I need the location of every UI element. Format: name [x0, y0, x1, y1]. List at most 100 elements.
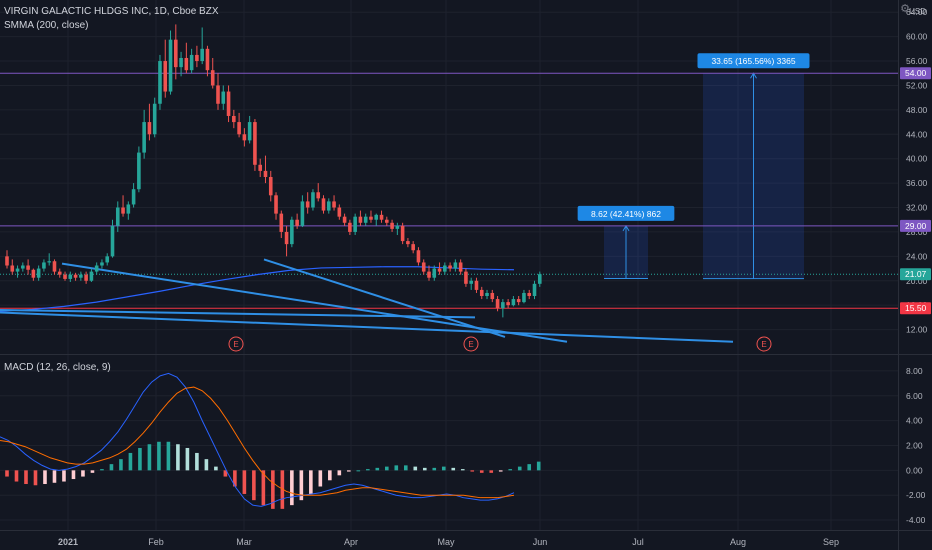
- time-tick-label: Jun: [533, 537, 548, 547]
- candle-body: [268, 177, 273, 196]
- candle-body: [511, 299, 516, 306]
- histogram-bar: [536, 461, 541, 471]
- histogram-bar: [109, 464, 114, 471]
- price-tick-label: 36.00: [906, 178, 928, 188]
- earnings-marker: [756, 336, 772, 352]
- candle-body: [73, 274, 78, 278]
- currency-label: USD: [909, 7, 926, 16]
- candle-body: [226, 91, 231, 116]
- candle-body: [516, 299, 521, 303]
- gear-icon[interactable]: ⚙: [900, 3, 910, 15]
- price-tick-label: 44.00: [906, 129, 928, 139]
- candle-body: [184, 57, 189, 71]
- histogram-bar: [138, 447, 142, 471]
- candle-body: [395, 225, 400, 229]
- candle-body: [163, 61, 168, 92]
- candle-body: [158, 61, 162, 104]
- candle-body: [537, 274, 542, 284]
- histogram-bar: [5, 470, 9, 477]
- price-tag: [900, 67, 931, 80]
- histogram-bar: [299, 470, 304, 501]
- price-tag: [900, 268, 931, 281]
- candle-body: [121, 207, 125, 214]
- candle-body: [279, 213, 284, 232]
- candle-body: [321, 198, 326, 211]
- time-tick-label: 2021: [58, 537, 78, 547]
- candle-body: [443, 265, 447, 272]
- candle-body: [221, 91, 226, 104]
- candle-body: [137, 152, 141, 190]
- macd-tick-label: -2.00: [906, 490, 926, 500]
- histogram-bar: [460, 469, 465, 471]
- price-tag-label: 54.00: [905, 68, 927, 78]
- measure-label: 33.65 (165.56%) 3365: [711, 56, 795, 66]
- candle-body: [411, 244, 415, 251]
- price-tick-label: 20.00: [906, 276, 928, 286]
- price-tag-label: 21.07: [905, 269, 927, 279]
- histogram-bar: [385, 466, 389, 471]
- candle-body: [501, 302, 505, 309]
- candle-body: [68, 274, 73, 279]
- candle-body: [479, 289, 484, 297]
- candle-body: [5, 256, 9, 266]
- price-tag-label: 29.00: [905, 221, 927, 231]
- time-tick-label: Apr: [344, 537, 358, 547]
- histogram-bar: [43, 470, 47, 485]
- measure-label-box: [577, 205, 675, 221]
- candle-body: [284, 231, 289, 245]
- candle-body: [216, 85, 220, 104]
- candle-body: [342, 216, 347, 223]
- histogram-bar: [347, 470, 351, 472]
- histogram-bar: [403, 465, 408, 471]
- candle-body: [464, 271, 468, 284]
- candle-body: [232, 115, 236, 123]
- smma-legend[interactable]: SMMA (200, close): [4, 20, 89, 31]
- histogram-bar: [498, 470, 503, 472]
- candle-body: [263, 170, 268, 177]
- candle-body: [363, 216, 368, 223]
- candle-body: [94, 265, 99, 272]
- candle-body: [174, 39, 178, 68]
- candle-body: [527, 292, 532, 297]
- earnings-marker: [228, 336, 244, 352]
- candle-body: [421, 262, 426, 272]
- histogram-bar: [33, 470, 38, 486]
- candle-body: [237, 122, 241, 135]
- candle-body: [258, 164, 262, 171]
- candle-body: [337, 207, 342, 217]
- time-tick-label: Feb: [148, 537, 164, 547]
- macd-legend[interactable]: MACD (12, 26, close, 9): [4, 362, 111, 373]
- histogram-bar: [185, 447, 190, 471]
- candle-body: [495, 299, 500, 309]
- histogram-bar: [71, 470, 76, 480]
- trend-line: [0, 309, 476, 319]
- histogram-bar: [470, 470, 475, 472]
- candle-body: [469, 280, 473, 284]
- candle-body: [63, 274, 67, 279]
- candle-body: [10, 265, 15, 272]
- candle-body: [26, 265, 30, 270]
- candle-body: [168, 39, 173, 92]
- earnings-marker-label: E: [468, 340, 473, 349]
- histogram-bar: [24, 470, 28, 485]
- candle-body: [374, 214, 379, 220]
- candle-body: [115, 207, 120, 226]
- histogram-bar: [394, 465, 399, 471]
- candle-body: [247, 122, 252, 141]
- candle-body: [522, 292, 526, 303]
- histogram-bar: [157, 441, 161, 471]
- candle-body: [385, 219, 389, 223]
- candle-body: [432, 268, 437, 278]
- symbol-legend[interactable]: VIRGIN GALACTIC HLDGS INC, 1D, Cboe BZX: [4, 6, 219, 17]
- histogram-bar: [479, 470, 484, 473]
- histogram-bar: [119, 459, 123, 471]
- candle-body: [189, 54, 194, 71]
- histogram-bar: [261, 470, 266, 506]
- histogram-bar: [166, 441, 171, 471]
- histogram-bar: [52, 470, 57, 483]
- histogram-bar: [81, 470, 85, 477]
- time-tick-label: Jul: [632, 537, 644, 547]
- price-tag-label: 15.50: [905, 303, 927, 313]
- candle-body: [400, 225, 405, 242]
